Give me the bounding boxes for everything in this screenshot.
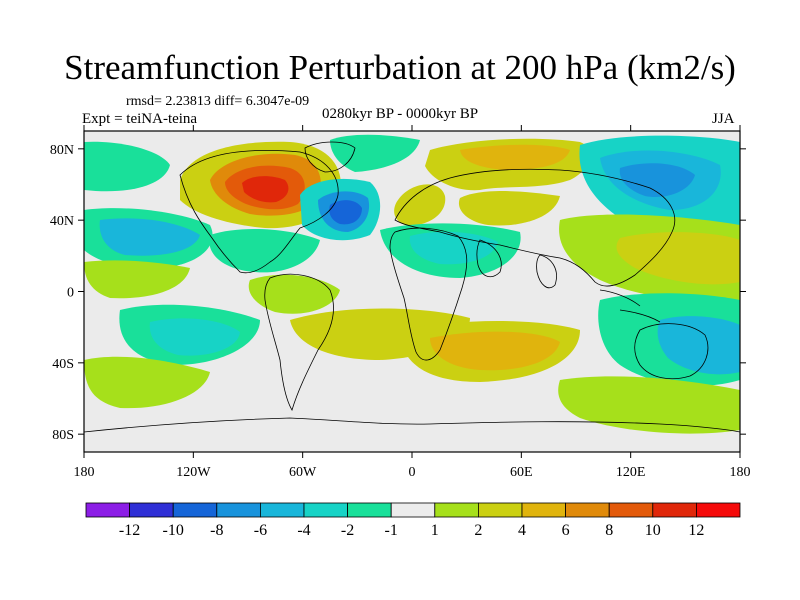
colorbar-label: 4 [518,522,526,539]
colorbar-swatch [434,502,479,518]
lon-tick-label: 180 [74,465,95,480]
chart-title: Streamfunction Perturbation at 200 hPa (… [64,48,736,87]
contour-australia-low-4 [657,316,740,375]
contour-pacific-arctic-low [84,141,170,192]
coast-greenland [304,141,356,173]
colorbar-label: -12 [119,522,140,539]
map-area [84,131,740,452]
coastlines [84,141,740,433]
coast-india [536,254,557,289]
coast-antarctica [84,417,740,433]
contour-wpac-high-4 [616,232,740,285]
contour-atl-low-8 [329,200,362,225]
colorbar-label: -4 [297,522,310,539]
colorbar-label: -2 [341,522,354,539]
colorbar-swatch [85,502,130,518]
experiment-label: Expt = teiNA-teina [82,111,198,127]
colorbar-label: 2 [474,522,482,539]
contour-southern-ocean-high [558,376,740,434]
lon-tick-label: 120E [616,465,646,480]
lat-tick-label: 40N [50,214,74,229]
contour-sindian-high-4 [430,331,560,371]
colorbar-label: 8 [605,522,613,539]
colorbar-swatch [652,502,697,518]
colorbar-swatch [347,502,392,518]
colorbar-label: -10 [163,522,184,539]
contour-npac-low-4 [99,218,200,256]
contour-namerica-low [209,228,320,273]
contour-europe-high [394,184,446,226]
coast-south-america [264,273,334,411]
coast-australia [634,323,709,380]
colorbar-swatch [303,502,348,518]
contour-eqpac-high [84,260,190,299]
contour-central-asia-high [458,191,560,226]
lon-tick-label: 60W [289,465,317,480]
colorbar-swatch [521,502,566,518]
coast-africa [389,227,468,361]
lon-axis: 180 120W 60W 0 60E 120E 180 [74,125,751,480]
lat-tick-label: 40S [52,357,74,372]
lat-tick-label: 80N [50,143,74,158]
colorbar-label: 10 [645,522,661,539]
lon-tick-label: 0 [409,465,416,480]
colorbar-label: -8 [210,522,223,539]
colorbar-swatch [259,502,305,518]
colorbar-swatch [696,502,741,518]
period-label: 0280kyr BP - 0000kyr BP [322,106,479,122]
contour-arctic-high-core [460,144,570,170]
lon-tick-label: 120W [176,465,211,480]
season-label: JJA [712,111,735,127]
stats-text: rmsd= 2.23813 diff= 6.3047e-09 [126,94,310,109]
coast-eurasia [394,168,676,287]
colorbar-swatch [477,502,523,518]
colorbar-swatch [216,502,261,518]
colorbar-swatch [565,502,610,518]
coast-indonesia [599,289,661,323]
colorbar-label: -6 [254,522,267,539]
contour-greenland-low [330,134,420,172]
lat-tick-label: 0 [67,286,74,301]
coast-north-america [179,149,339,274]
colorbar: -12 -10 -8 -6 -4 -2 -1 1 2 4 6 8 10 12 [85,502,741,539]
contour-nwpac-low-6 [619,163,695,198]
lat-tick-label: 80S [52,428,74,443]
lat-axis: 80N 40N 0 40S 80S [50,143,746,443]
contour-africa-low-2 [409,231,498,265]
colorbar-label: 1 [431,522,439,539]
colorbar-swatch [129,502,174,518]
colorbar-label: 12 [688,522,704,539]
colorbar-swatch [608,502,654,518]
lon-tick-label: 60E [510,465,533,480]
contour-samerica-high [248,274,340,314]
coast-arabia [476,239,502,278]
lon-tick-label: 180 [730,465,751,480]
contour-field [84,134,740,434]
contour-spac-low-2 [149,318,240,356]
colorbar-swatch [172,502,218,518]
colorbar-label: -1 [385,522,398,539]
contour-spac-high [84,356,210,409]
contour-na-high-10 [242,176,289,203]
colorbar-swatch [390,502,436,518]
colorbar-label: 6 [562,522,570,539]
